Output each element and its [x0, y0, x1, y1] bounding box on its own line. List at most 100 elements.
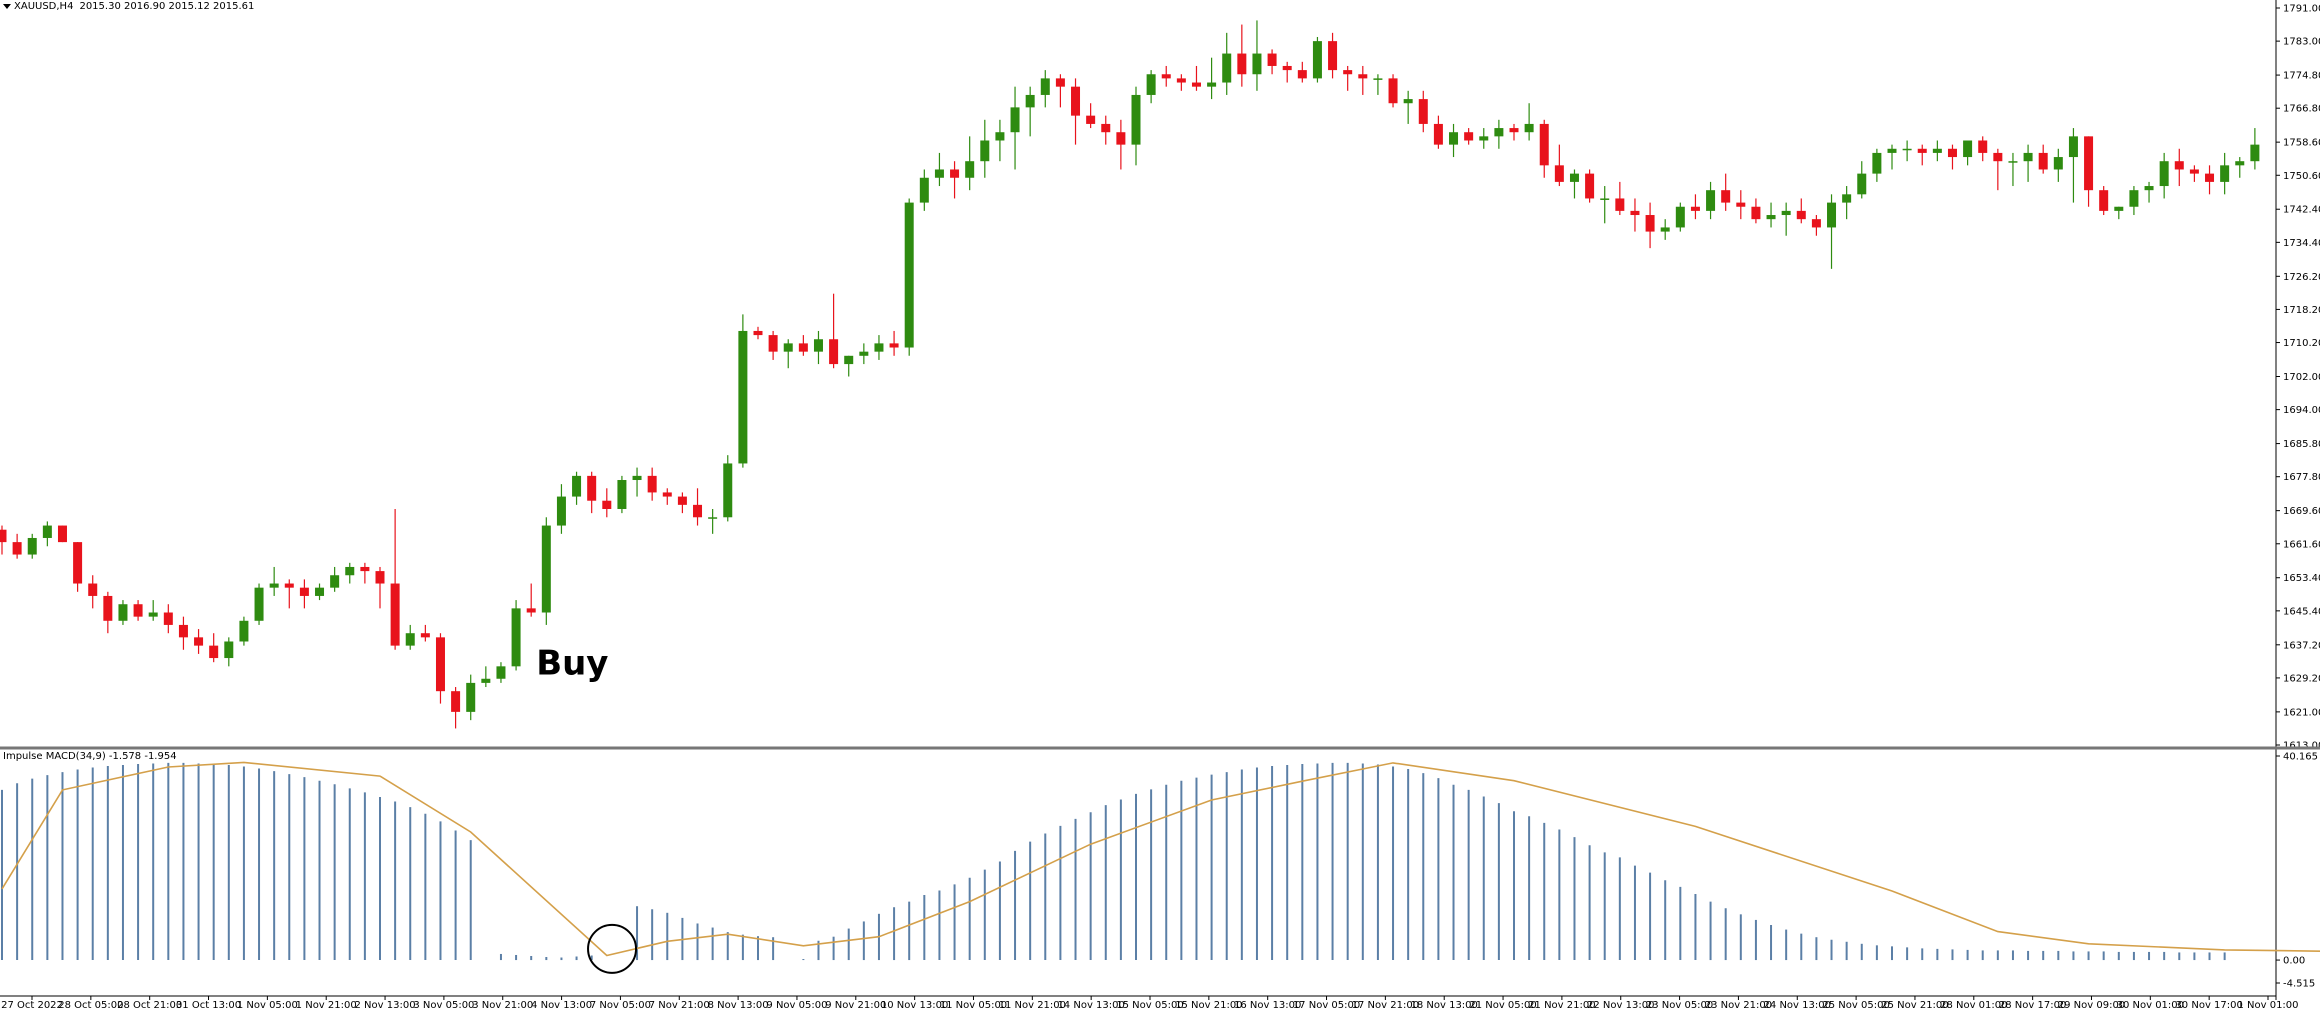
- candle[interactable]: [1690, 194, 1700, 220]
- candle[interactable]: [1010, 86, 1020, 170]
- candle[interactable]: [2023, 144, 2033, 182]
- candle[interactable]: [254, 583, 264, 625]
- candle[interactable]: [1207, 57, 1217, 100]
- candle[interactable]: [1630, 198, 1640, 232]
- candle[interactable]: [2114, 206, 2124, 220]
- candle[interactable]: [2008, 152, 2018, 187]
- candle[interactable]: [405, 624, 415, 650]
- candle[interactable]: [1086, 103, 1096, 129]
- candle[interactable]: [1524, 103, 1534, 141]
- candle[interactable]: [934, 152, 944, 187]
- candle[interactable]: [12, 533, 22, 559]
- candle[interactable]: [1917, 144, 1927, 166]
- candle[interactable]: [1963, 140, 1973, 166]
- candle[interactable]: [1842, 186, 1852, 220]
- candle[interactable]: [1161, 65, 1171, 87]
- candle[interactable]: [1267, 49, 1277, 75]
- candle[interactable]: [829, 293, 839, 369]
- candle[interactable]: [1569, 169, 1579, 199]
- candle[interactable]: [1857, 161, 1867, 199]
- candle[interactable]: [1993, 148, 2003, 191]
- candle[interactable]: [1071, 78, 1081, 145]
- candle[interactable]: [798, 335, 808, 356]
- candle[interactable]: [2189, 165, 2199, 182]
- candle[interactable]: [1131, 86, 1141, 166]
- candle[interactable]: [904, 198, 914, 356]
- candle[interactable]: [587, 471, 597, 514]
- candle[interactable]: [1449, 123, 1459, 158]
- candle[interactable]: [57, 525, 67, 543]
- candle[interactable]: [1343, 65, 1353, 91]
- candle[interactable]: [360, 562, 370, 584]
- candle[interactable]: [1947, 144, 1957, 170]
- candle[interactable]: [330, 566, 340, 592]
- candle[interactable]: [1237, 24, 1247, 87]
- candle[interactable]: [118, 600, 128, 625]
- candle[interactable]: [1660, 219, 1670, 240]
- candle[interactable]: [496, 662, 506, 683]
- candle[interactable]: [2068, 128, 2078, 203]
- candle[interactable]: [768, 330, 778, 360]
- candle[interactable]: [88, 575, 98, 609]
- candle[interactable]: [693, 488, 703, 526]
- candle[interactable]: [1479, 128, 1489, 149]
- candle[interactable]: [874, 335, 884, 360]
- candle[interactable]: [783, 339, 793, 369]
- candle[interactable]: [1675, 202, 1685, 232]
- candle[interactable]: [466, 674, 476, 721]
- candle[interactable]: [844, 355, 854, 377]
- candle[interactable]: [2250, 128, 2260, 170]
- candle[interactable]: [1872, 148, 1882, 182]
- candle[interactable]: [2174, 148, 2184, 187]
- candle[interactable]: [708, 508, 718, 534]
- candle[interactable]: [239, 616, 249, 646]
- candle[interactable]: [73, 542, 83, 592]
- candle[interactable]: [1252, 20, 1262, 91]
- dropdown-triangle-icon[interactable]: [3, 3, 11, 9]
- candle[interactable]: [1176, 74, 1186, 91]
- candle[interactable]: [1811, 215, 1821, 236]
- candle[interactable]: [209, 633, 219, 663]
- candle[interactable]: [224, 637, 234, 667]
- candle[interactable]: [995, 119, 1005, 162]
- candle[interactable]: [1615, 181, 1625, 216]
- candle[interactable]: [1040, 70, 1050, 108]
- candle[interactable]: [1312, 36, 1322, 83]
- candle[interactable]: [148, 600, 158, 621]
- candle[interactable]: [1827, 194, 1837, 269]
- candle[interactable]: [1146, 70, 1156, 104]
- candle[interactable]: [451, 687, 461, 729]
- candle[interactable]: [1116, 119, 1126, 170]
- candle[interactable]: [1282, 61, 1292, 83]
- candle[interactable]: [1645, 202, 1655, 249]
- candle[interactable]: [1418, 90, 1428, 133]
- candle[interactable]: [1464, 128, 1474, 145]
- candle[interactable]: [556, 484, 566, 534]
- candle[interactable]: [178, 616, 188, 650]
- candle[interactable]: [2129, 186, 2139, 216]
- candle[interactable]: [919, 169, 929, 211]
- candle[interactable]: [1585, 169, 1595, 203]
- candle[interactable]: [2235, 157, 2245, 178]
- candle[interactable]: [813, 330, 823, 365]
- candle[interactable]: [526, 583, 536, 617]
- candle[interactable]: [1781, 202, 1791, 236]
- candle[interactable]: [27, 533, 37, 559]
- candle[interactable]: [2205, 165, 2215, 195]
- candle[interactable]: [1706, 181, 1716, 220]
- candle[interactable]: [723, 455, 733, 522]
- candle[interactable]: [299, 579, 309, 609]
- candle[interactable]: [2053, 148, 2063, 182]
- candle[interactable]: [677, 492, 687, 514]
- chart-header[interactable]: XAUUSD,H4 2015.30 2016.90 2015.12 2015.61: [3, 1, 254, 12]
- candle[interactable]: [1101, 115, 1111, 145]
- candle[interactable]: [2038, 144, 2048, 174]
- candle[interactable]: [1373, 74, 1383, 95]
- candle[interactable]: [194, 629, 204, 654]
- candle[interactable]: [1751, 198, 1761, 224]
- candle[interactable]: [420, 624, 430, 642]
- candle[interactable]: [0, 525, 7, 555]
- candle[interactable]: [103, 591, 113, 634]
- candle[interactable]: [163, 604, 173, 634]
